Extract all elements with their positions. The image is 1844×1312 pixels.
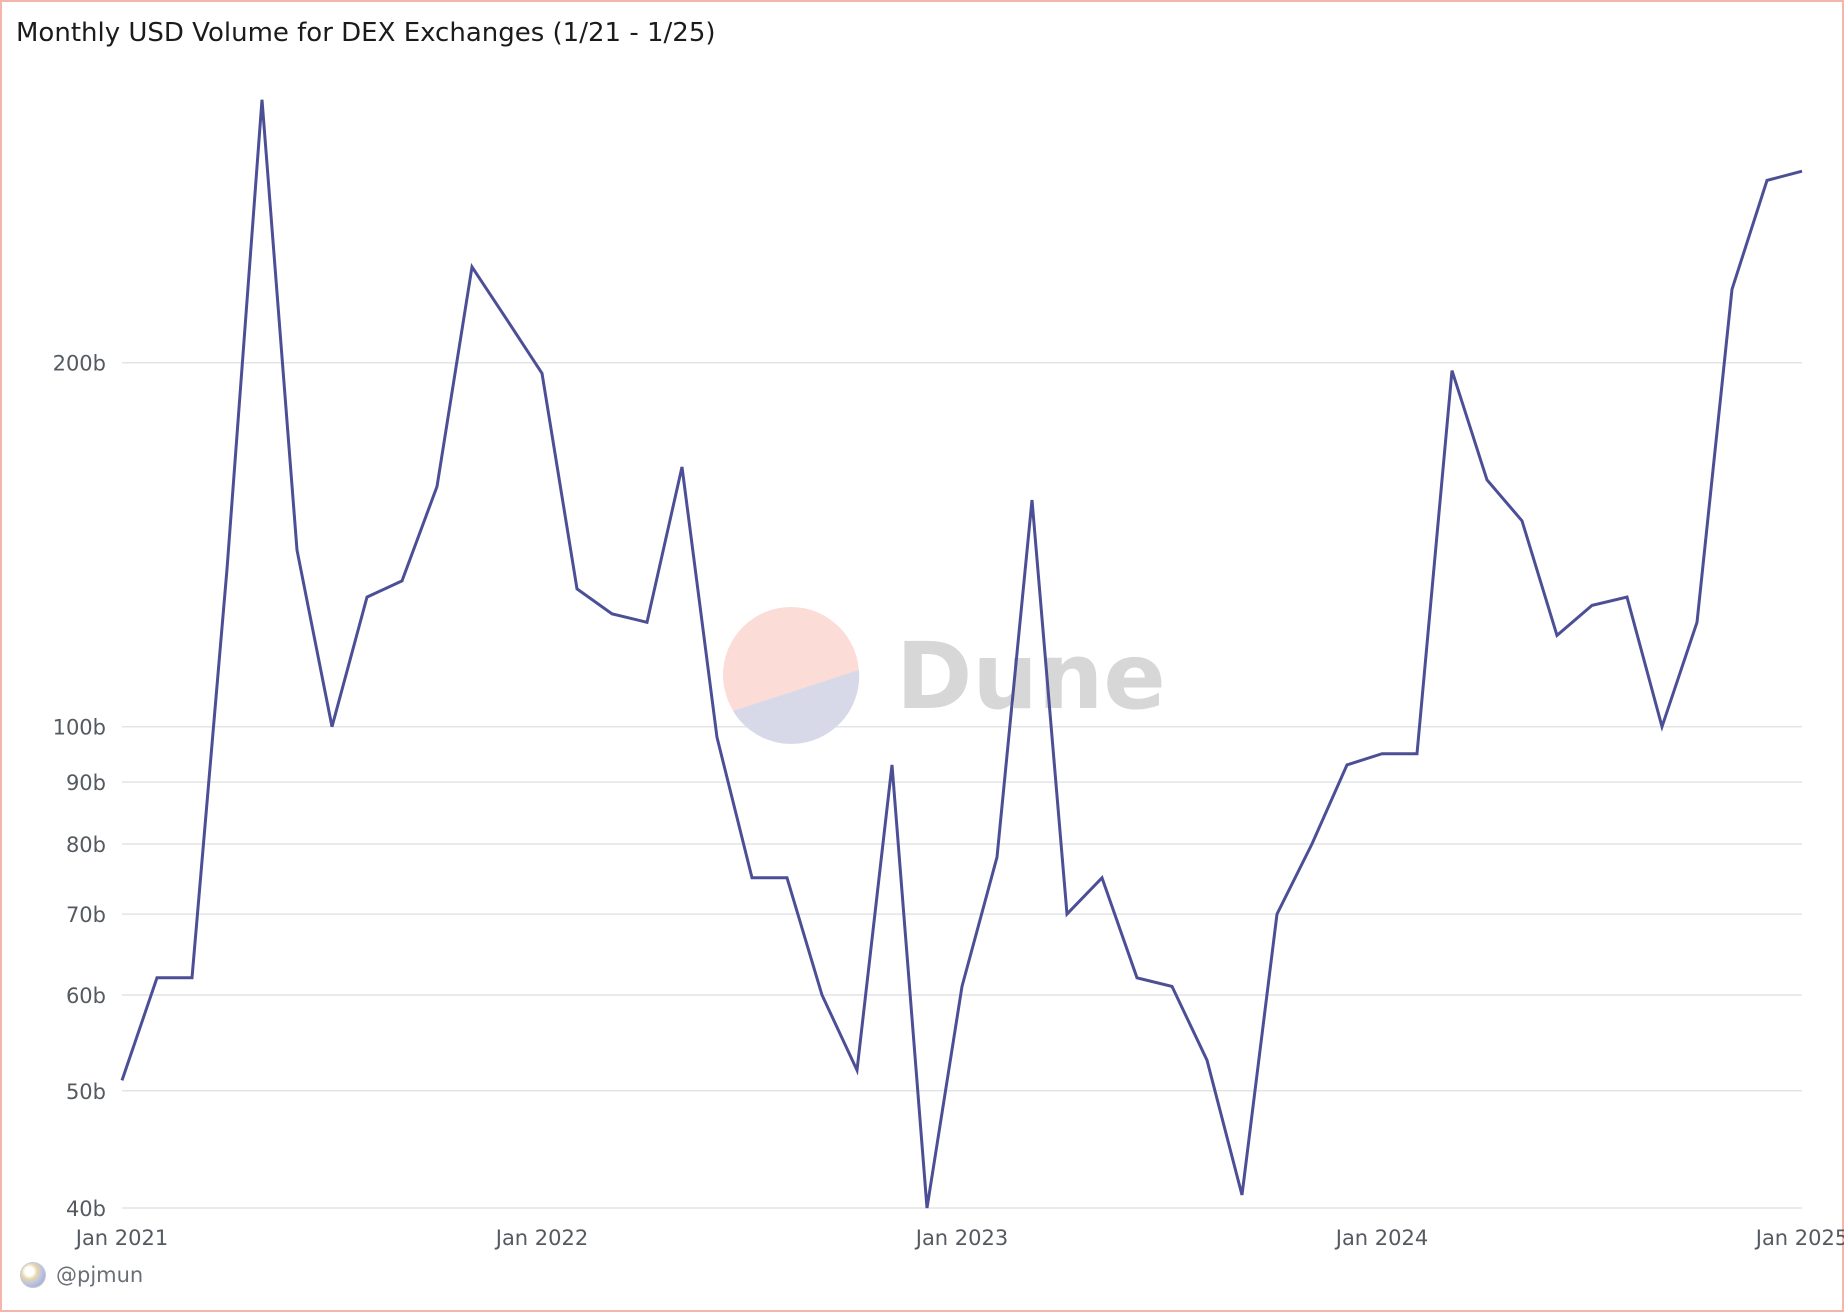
data-point[interactable] <box>1656 721 1668 733</box>
data-point[interactable] <box>921 1202 933 1214</box>
data-point[interactable] <box>991 851 1003 863</box>
y-axis-ticks: 40b 50b 60b 70b 80b 90b 100b 200b <box>53 352 106 1221</box>
data-point[interactable] <box>186 972 198 984</box>
data-point[interactable] <box>851 1064 863 1076</box>
data-point[interactable] <box>1691 616 1703 628</box>
data-point[interactable] <box>1341 759 1353 771</box>
data-point[interactable] <box>501 314 513 326</box>
data-point[interactable] <box>1586 599 1598 611</box>
data-point[interactable] <box>1551 629 1563 641</box>
data-point[interactable] <box>1061 908 1073 920</box>
grid-lines <box>122 361 1802 1209</box>
data-point[interactable] <box>956 980 968 992</box>
y-tick-label: 60b <box>66 984 106 1008</box>
data-point[interactable] <box>711 731 723 743</box>
y-tick-label: 200b <box>53 352 106 376</box>
watermark-logo-lower-half <box>733 670 860 744</box>
chart-title: Monthly USD Volume for DEX Exchanges (1/… <box>16 18 716 48</box>
data-point[interactable] <box>746 872 758 884</box>
data-point[interactable] <box>1411 748 1423 760</box>
data-point[interactable] <box>396 575 408 587</box>
data-point[interactable] <box>536 367 548 379</box>
x-tick-label: Jan 2021 <box>74 1226 169 1250</box>
y-tick-label: 40b <box>66 1197 106 1221</box>
data-point[interactable] <box>1271 908 1283 920</box>
x-tick-label: Jan 2023 <box>914 1226 1009 1250</box>
y-tick-label: 100b <box>53 716 106 740</box>
data-point[interactable] <box>151 972 163 984</box>
data-point[interactable] <box>886 759 898 771</box>
data-point[interactable] <box>1236 1189 1248 1201</box>
data-point[interactable] <box>116 1074 128 1086</box>
data-point[interactable] <box>361 591 373 603</box>
x-tick-label: Jan 2022 <box>494 1226 589 1250</box>
x-axis-ticks: Jan 2021 Jan 2022 Jan 2023 Jan 2024 Jan 2025 <box>74 1226 1844 1250</box>
data-point[interactable] <box>221 563 233 575</box>
y-tick-label: 90b <box>66 771 106 795</box>
y-tick-label: 50b <box>66 1080 106 1104</box>
author-handle[interactable]: @pjmun <box>56 1263 144 1287</box>
x-tick-label: Jan 2025 <box>1754 1226 1844 1250</box>
data-point[interactable] <box>606 608 618 620</box>
data-point[interactable] <box>466 261 478 273</box>
y-tick-label: 70b <box>66 903 106 927</box>
data-point[interactable] <box>641 616 653 628</box>
y-tick-label: 80b <box>66 833 106 857</box>
dune-watermark: Dune <box>723 607 1166 744</box>
data-point[interactable] <box>1516 515 1528 527</box>
data-point[interactable] <box>1796 165 1808 177</box>
series-layer <box>116 94 1808 1214</box>
watermark-text: Dune <box>896 623 1166 730</box>
data-point[interactable] <box>1621 591 1633 603</box>
data-point[interactable] <box>571 583 583 595</box>
data-point[interactable] <box>1481 474 1493 486</box>
data-point[interactable] <box>1026 494 1038 506</box>
data-point[interactable] <box>1201 1054 1213 1066</box>
data-point[interactable] <box>1306 838 1318 850</box>
x-tick-label: Jan 2024 <box>1334 1226 1429 1250</box>
data-point[interactable] <box>1131 972 1143 984</box>
data-point[interactable] <box>1446 365 1458 377</box>
data-point[interactable] <box>1376 748 1388 760</box>
series-line <box>120 99 1803 1209</box>
data-point[interactable] <box>816 989 828 1001</box>
data-point[interactable] <box>1096 872 1108 884</box>
author-footer: @pjmun <box>20 1262 143 1288</box>
data-point[interactable] <box>676 461 688 473</box>
avatar-icon <box>20 1262 46 1288</box>
data-point[interactable] <box>326 721 338 733</box>
data-point[interactable] <box>1761 174 1773 186</box>
data-point[interactable] <box>1726 283 1738 295</box>
data-point[interactable] <box>1166 980 1178 992</box>
data-point[interactable] <box>431 481 443 493</box>
data-point[interactable] <box>256 94 268 106</box>
data-point[interactable] <box>291 544 303 556</box>
data-point[interactable] <box>781 872 793 884</box>
